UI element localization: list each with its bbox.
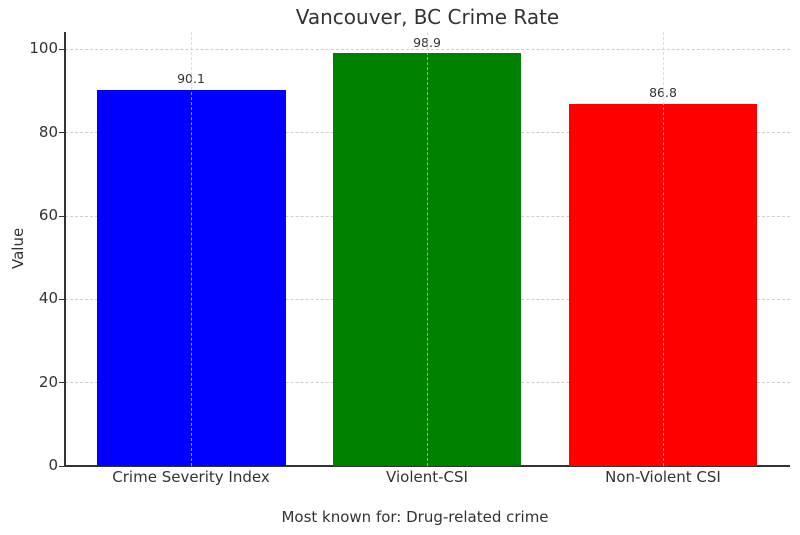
x-tick-label: Non-Violent CSI	[605, 468, 721, 486]
y-axis	[64, 32, 66, 467]
grid-line	[427, 32, 428, 466]
y-tick-mark	[59, 382, 64, 383]
y-tick-80: 80	[38, 123, 58, 141]
y-tick-40: 40	[38, 289, 58, 307]
y-tick-mark	[59, 216, 64, 217]
y-tick-20: 20	[38, 373, 58, 391]
y-tick-mark	[59, 49, 64, 50]
x-tick-label: Violent-CSI	[386, 468, 468, 486]
y-tick-mark	[59, 466, 64, 467]
y-tick-100: 100	[29, 39, 58, 57]
grid-line	[191, 32, 192, 466]
x-tick-label: Crime Severity Index	[112, 468, 270, 486]
y-tick-60: 60	[38, 206, 58, 224]
plot-area: 90.1 98.9 86.8	[65, 32, 790, 466]
grid-line	[663, 32, 664, 466]
y-axis-label: Value	[9, 227, 27, 269]
y-tick-mark	[59, 299, 64, 300]
chart-title: Vancouver, BC Crime Rate	[295, 5, 560, 29]
y-tick-0: 0	[48, 456, 58, 474]
chart-caption: Most known for: Drug-related crime	[281, 508, 549, 526]
y-tick-mark	[59, 132, 64, 133]
